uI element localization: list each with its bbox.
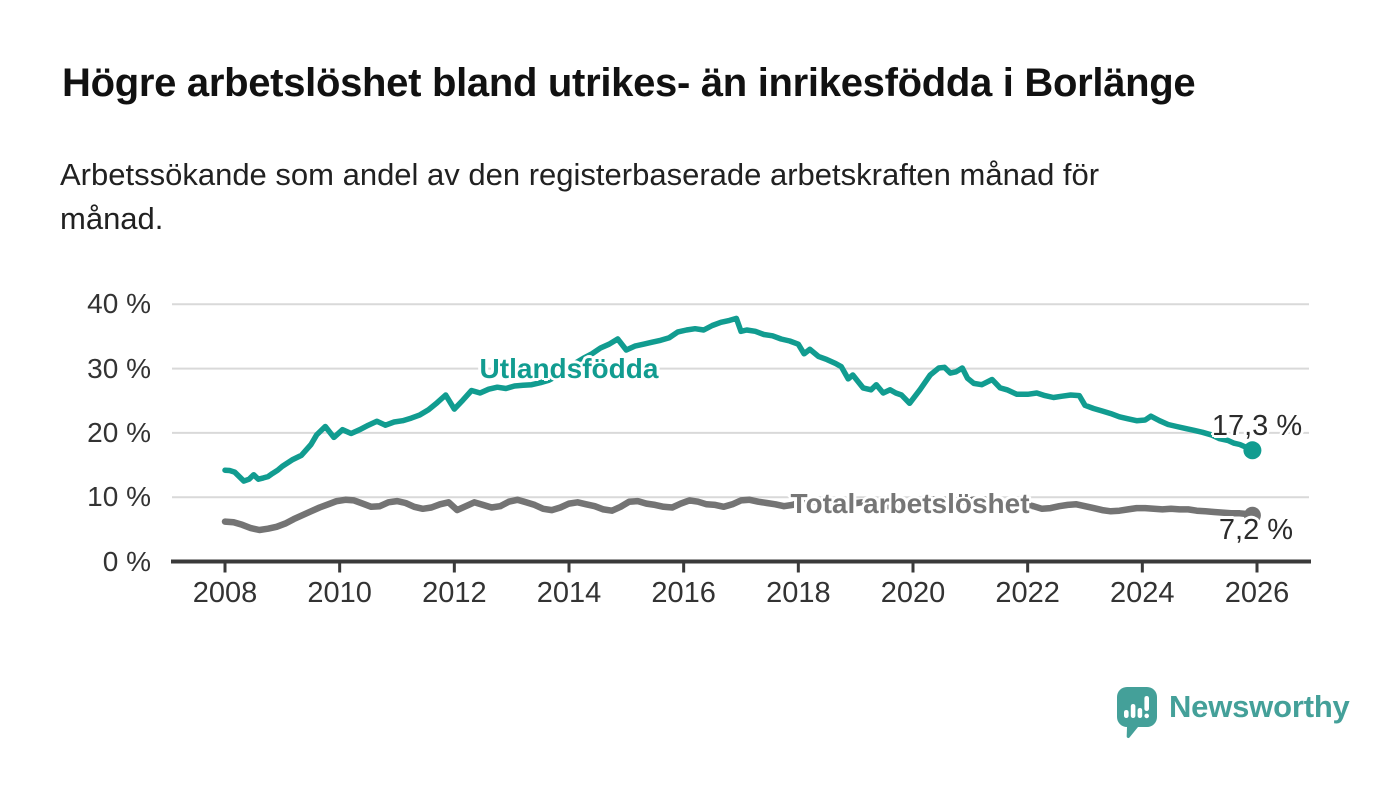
x-axis-tick-label: 2008	[192, 577, 258, 609]
x-axis-tick-label: 2014	[536, 577, 602, 609]
end-value-label-total: 7,2 %	[1218, 514, 1294, 546]
x-axis-tick-label: 2026	[1224, 577, 1290, 609]
x-axis-tick-label: 2016	[651, 577, 716, 609]
x-axis-tick-label: 2018	[766, 577, 831, 609]
y-axis-tick-label: 0 %	[102, 545, 151, 577]
series-line-total	[221, 495, 1256, 534]
newsworthy-logo: Newsworthy	[1117, 687, 1350, 739]
y-axis-tick-label: 20 %	[87, 416, 151, 448]
chart-subtitle: Arbetssökande som andel av den registerb…	[60, 157, 1100, 236]
x-axis-tick-label: 2022	[995, 577, 1060, 609]
series-line-utlandsfodda	[222, 315, 1256, 484]
end-value-label-utlandsfodda: 17,3 %	[1211, 410, 1303, 442]
x-axis-tick-label: 2024	[1110, 577, 1175, 609]
x-axis-tick-label: 2010	[307, 577, 372, 609]
chart-title: Högre arbetslöshet bland utrikes- än inr…	[62, 61, 1196, 105]
y-axis-tick-label: 10 %	[87, 481, 151, 513]
x-axis-tick-label: 2012	[422, 577, 487, 609]
series-end-dot-utlandsfodda	[1243, 441, 1262, 460]
x-axis-tick-label: 2020	[880, 577, 946, 609]
series-end-dot-total	[1243, 506, 1261, 524]
y-axis-tick-label: 30 %	[87, 352, 151, 384]
series-label-utlandsfodda: Utlandsfödda	[479, 353, 659, 384]
series-label-total-arbetsloshet: Total arbetslöshet	[790, 488, 1030, 519]
newsworthy-logo-text: Newsworthy	[1169, 689, 1350, 724]
speech-bubble-bar-chart-icon	[1117, 687, 1157, 739]
y-axis-tick-label: 40 %	[87, 288, 151, 320]
